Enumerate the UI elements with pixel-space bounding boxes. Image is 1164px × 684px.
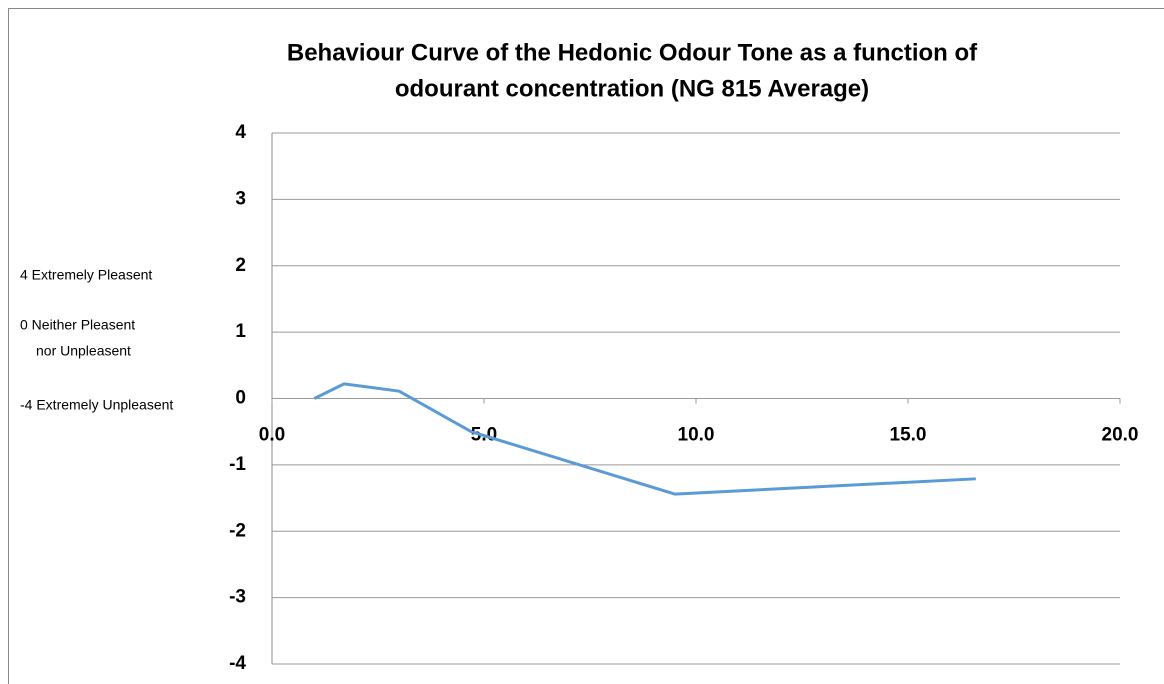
chart-title: odourant concentration (NG 815 Average) [395, 75, 869, 102]
annotation: nor Unpleasent [36, 343, 131, 359]
chart-title: Behaviour Curve of the Hedonic Odour Ton… [287, 39, 978, 66]
annotation: 0 Neither Pleasent [20, 317, 135, 333]
annotation: 4 Extremely Pleasent [20, 267, 152, 283]
y-tick-label: 3 [235, 188, 246, 209]
y-tick-label: 0 [235, 388, 246, 409]
y-tick-label: -3 [229, 587, 246, 608]
y-tick-label: -2 [229, 520, 246, 541]
y-tick-label: -4 [229, 653, 246, 674]
y-tick-label: 1 [235, 321, 246, 342]
data-line [313, 382, 976, 496]
x-tick-label: 0.0 [259, 425, 285, 446]
x-tick-label: 10.0 [678, 425, 715, 446]
x-tick-label: 15.0 [890, 425, 927, 446]
y-tick-label: 2 [235, 255, 246, 276]
x-tick-label: 20.0 [1102, 425, 1139, 446]
annotation: -4 Extremely Unpleasent [20, 397, 173, 413]
y-tick-label: -1 [229, 454, 246, 475]
y-tick-label: 4 [235, 122, 246, 143]
